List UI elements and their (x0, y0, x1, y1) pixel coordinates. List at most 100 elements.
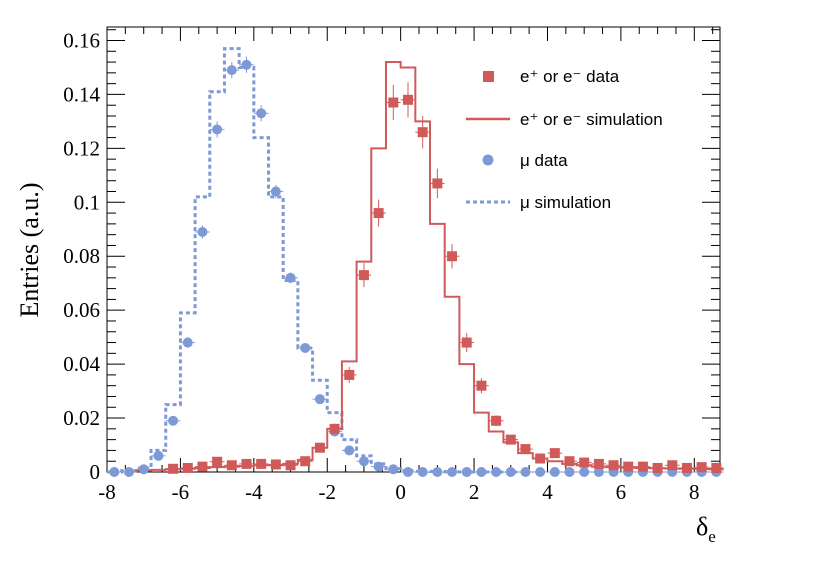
mu-data-point (153, 450, 164, 461)
e-data-point (197, 461, 208, 472)
mu-data-point (285, 272, 296, 283)
x-tick-label: 8 (689, 480, 700, 504)
e-data-point (358, 270, 369, 281)
e-data-point (285, 460, 296, 471)
mu-data-point (358, 456, 369, 467)
e-data-point (505, 434, 516, 445)
legend: e⁺ or e⁻ data e⁺ or e⁻ simulation μ data… (466, 67, 663, 212)
x-tick-label: -4 (245, 480, 263, 504)
legend-item-e-simulation: e⁺ or e⁻ simulation (466, 110, 663, 129)
legend-item-e-data: e⁺ or e⁻ data (483, 67, 620, 86)
axis-ticks (106, 27, 720, 473)
y-tick-label: 0.08 (63, 244, 100, 268)
mu-data-point (314, 394, 325, 405)
e-data-point (212, 456, 223, 467)
y-tick-label: 0.14 (63, 82, 100, 106)
x-tick-label: 0 (395, 480, 406, 504)
mu-data-point (402, 467, 413, 477)
e-data-point (476, 380, 487, 391)
y-tick-label: 0.06 (63, 298, 100, 322)
e-data-point (637, 461, 648, 472)
mu-data-point (168, 415, 179, 426)
mu-data-point (226, 65, 237, 76)
e-data-point (681, 462, 692, 473)
mu-data-point (241, 59, 252, 70)
y-tick-label: 0 (90, 460, 101, 484)
mu-data-point (505, 467, 516, 477)
e-data-point (652, 462, 663, 473)
legend-label-mu-simulation: μ simulation (520, 193, 611, 212)
mu-data-point (417, 467, 428, 477)
mu-data-point (212, 124, 223, 135)
e-data-point (696, 462, 707, 473)
mu-data-point (109, 467, 120, 477)
e-data-point (344, 369, 355, 380)
x-tick-label: 6 (616, 480, 627, 504)
mu-data-point (388, 464, 399, 475)
e-data-point (593, 458, 604, 469)
e-data-point (564, 456, 575, 467)
legend-label-e-simulation: e⁺ or e⁻ simulation (520, 110, 663, 129)
e-data-group (165, 82, 724, 474)
legend-item-mu-simulation: μ simulation (466, 193, 611, 212)
x-tick-label: 2 (469, 480, 480, 504)
mu-data-point (593, 467, 604, 477)
mu-data-point (182, 337, 193, 348)
e-data-point (711, 462, 722, 473)
x-tick-label: -6 (172, 480, 190, 504)
e-data-point (535, 453, 546, 464)
x-tick-label: 4 (542, 480, 553, 504)
x-axis-title-subscript: e (708, 527, 716, 546)
e-data-point (168, 463, 179, 474)
e-data-point (300, 456, 311, 467)
y-tick-label: 0.12 (63, 136, 100, 160)
e-data-point (226, 460, 237, 471)
mu-data-point (138, 464, 149, 475)
mu-data-point (520, 467, 531, 477)
mu-data-point (535, 467, 546, 477)
e-data-point (241, 458, 252, 469)
e-data-point (256, 458, 267, 469)
mu-data-point (124, 467, 135, 477)
e-data-point (447, 251, 458, 262)
x-axis-title-symbol: δ (696, 512, 708, 541)
mu-data-point (344, 445, 355, 456)
e-data-point (388, 97, 399, 108)
e-data-point (520, 444, 531, 455)
mu-data-point (197, 226, 208, 237)
mu-data-point (270, 186, 281, 197)
mu-simulation-line (107, 47, 519, 474)
mu-data-point (491, 467, 502, 477)
legend-label-e-data: e⁺ or e⁻ data (520, 67, 620, 86)
e-data-point (270, 459, 281, 470)
e-data-point (623, 461, 634, 472)
plot-series (107, 47, 724, 477)
legend-marker-circle (482, 154, 494, 166)
mu-data-point (300, 342, 311, 353)
mu-data-point (432, 467, 443, 477)
mu-data-point (256, 108, 267, 119)
e-data-point (579, 457, 590, 468)
y-tick-label: 0.04 (63, 352, 100, 376)
x-tick-label: -2 (318, 480, 336, 504)
mu-data-point (476, 467, 487, 477)
x-tick-label: -8 (98, 480, 116, 504)
axis-tick-labels: -8 -6 -4 -2 0 2 4 6 8 0 0.02 0.04 0.06 0.08 0.1 0.12 0.1… (63, 28, 699, 504)
y-tick-label: 0.16 (63, 28, 100, 52)
y-tick-label: 0.1 (74, 190, 100, 214)
mu-data-point (579, 467, 590, 477)
mu-data-point (549, 467, 560, 477)
mu-data-point (447, 467, 458, 477)
e-data-point (402, 94, 413, 105)
legend-item-mu-data: μ data (482, 151, 568, 170)
e-data-point (373, 208, 384, 219)
plot-frame (106, 26, 721, 473)
e-data-point (608, 460, 619, 471)
e-data-point (461, 337, 472, 348)
e-data-point (491, 415, 502, 426)
y-axis-title: Entries (a.u.) (15, 182, 44, 317)
mu-data-point (461, 467, 472, 477)
mu-data-point (373, 461, 384, 472)
e-data-point (314, 442, 325, 453)
